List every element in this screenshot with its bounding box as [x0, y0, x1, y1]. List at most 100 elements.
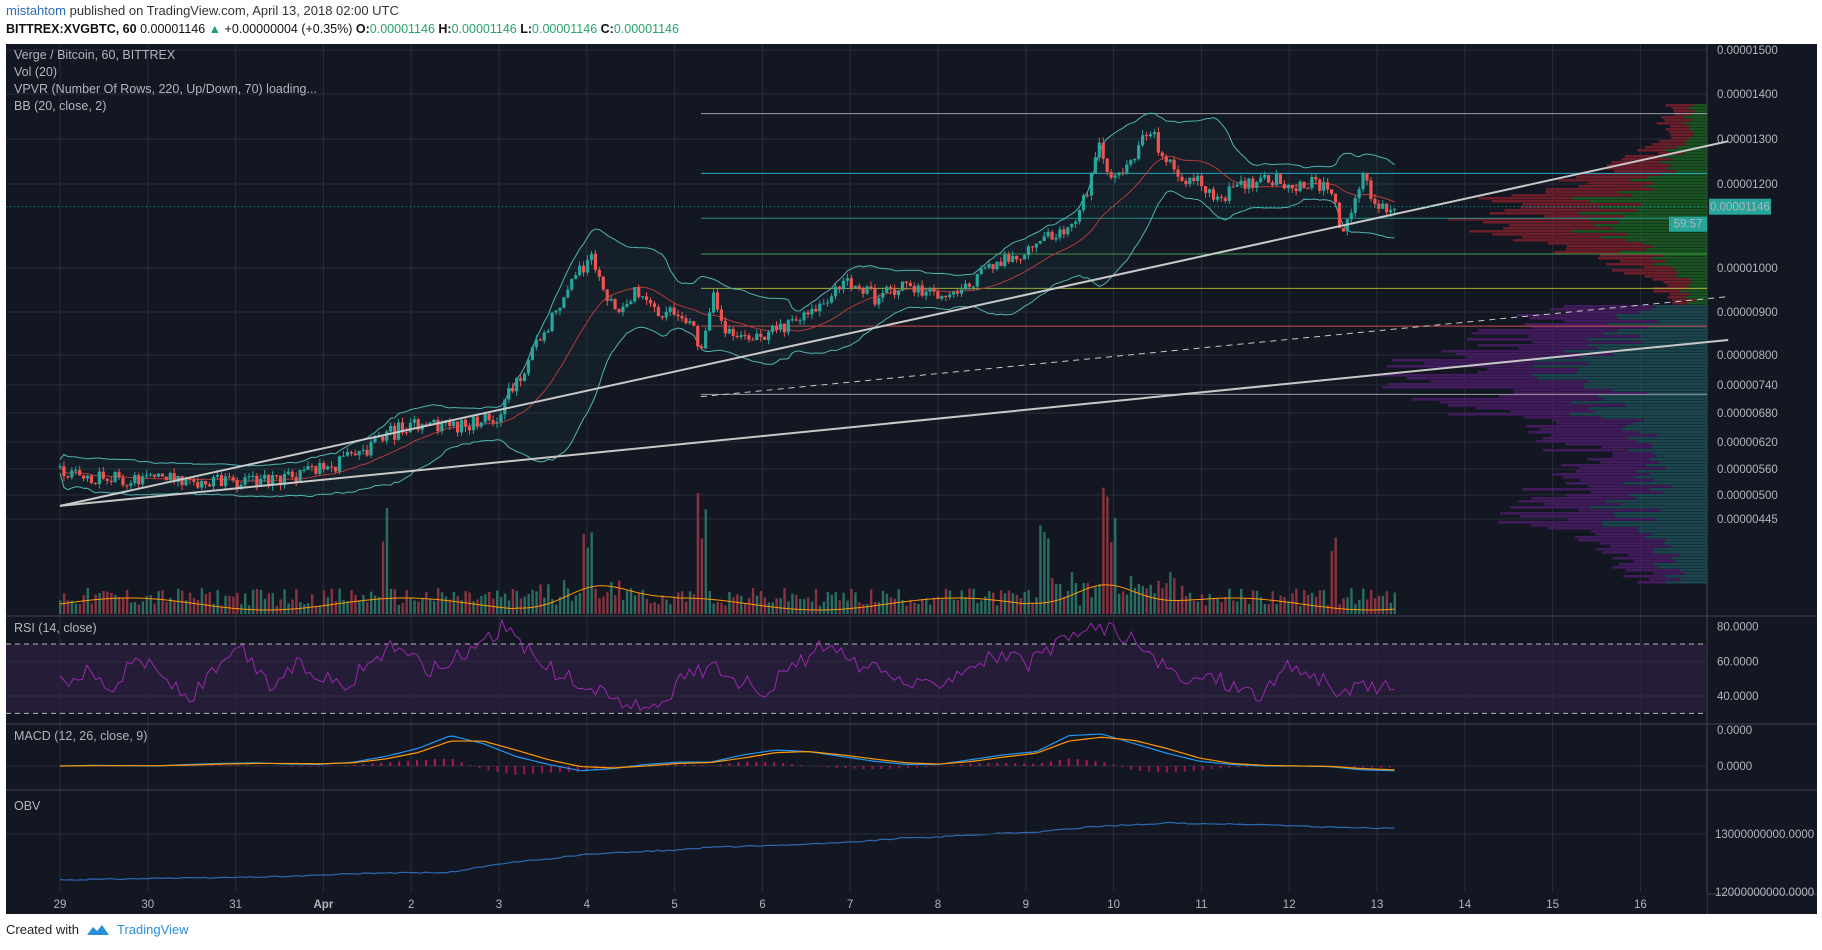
macd-histogram-bar: [1112, 764, 1115, 766]
macd-histogram-bar: [1174, 766, 1177, 773]
tradingview-link[interactable]: TradingView: [116, 922, 189, 937]
tradingview-logo-icon: [86, 924, 109, 935]
volume-bar: [1362, 588, 1365, 614]
candle-body: [774, 325, 779, 330]
vpvr-bar-up: [1688, 137, 1707, 140]
vpvr-bar-down: [1504, 209, 1637, 212]
vpvr-bar-up: [1571, 401, 1707, 404]
candle-body: [767, 331, 771, 340]
chart-area[interactable]: 0.00001146 59:57 0.00001400 0.00001300 0.000…: [6, 44, 1817, 914]
vpvr-bar-up: [1686, 140, 1707, 143]
volume-bar: [338, 588, 341, 614]
volume-bar: [1114, 518, 1117, 614]
volume-bars: [59, 487, 1396, 614]
vpvr-bar-down: [1565, 311, 1640, 314]
candle-body: [578, 265, 582, 276]
candle-body: [534, 339, 538, 348]
vpvr-bar-up: [1683, 152, 1707, 155]
volume-bar: [799, 598, 802, 614]
vpvr-bar-up: [1690, 293, 1707, 296]
time-tick-label: Apr: [313, 899, 333, 911]
volume-bar: [869, 589, 873, 614]
bb-fill: [60, 113, 1395, 497]
high-value: 0.00001146: [451, 22, 517, 36]
volume-bar: [688, 591, 692, 614]
volume-bar: [322, 590, 326, 614]
volume-bar: [1330, 551, 1333, 614]
candle-body: [959, 289, 964, 294]
candle-body: [900, 281, 905, 291]
candle-body: [1353, 198, 1357, 214]
candle-body: [270, 475, 275, 486]
candle-body: [672, 307, 676, 315]
candle-body: [164, 476, 168, 481]
candle-body: [755, 333, 759, 341]
volume-bar: [992, 592, 995, 614]
vpvr-bar-up: [1575, 371, 1707, 374]
candle-body: [849, 278, 853, 289]
volume-bar: [814, 588, 818, 614]
vpvr-bar-up: [1588, 380, 1707, 383]
vpvr-bar-down: [1628, 554, 1680, 557]
vpvr-bar-up: [1676, 275, 1707, 278]
macd-histogram-bar: [541, 766, 544, 774]
candle-body: [1188, 177, 1192, 185]
candle-body: [912, 286, 916, 293]
candle-body: [1085, 195, 1090, 197]
vpvr-bar-down: [1564, 320, 1658, 323]
candle-body: [133, 474, 137, 484]
macd-histogram-bar: [371, 763, 374, 766]
candle-body: [412, 419, 416, 423]
legend-bb: BB (20, close, 2): [14, 99, 106, 113]
candle-body: [282, 474, 286, 486]
volume-bar: [121, 598, 125, 614]
time-tick-label: 3: [496, 899, 502, 911]
volume-bar: [1342, 598, 1345, 614]
vpvr-bar-down: [1536, 440, 1637, 443]
candle-body: [85, 475, 90, 479]
vpvr-bar-down: [1430, 380, 1589, 383]
candle-body: [70, 470, 74, 478]
vpvr-bar-up: [1651, 533, 1707, 536]
candle-body: [129, 483, 133, 486]
macd-histogram-bar: [576, 766, 579, 772]
vpvr-bar-up: [1646, 392, 1707, 395]
candle-body: [1066, 227, 1070, 235]
vpvr-bar-up: [1531, 374, 1707, 377]
candle-body: [963, 283, 968, 290]
vpvr-bar-down: [1567, 518, 1656, 521]
vpvr-bar-down: [1466, 338, 1588, 341]
vpvr-bar-up: [1661, 173, 1707, 176]
vpvr-bar-down: [1375, 374, 1532, 377]
chart-svg[interactable]: 0.0000114659:570.000014000.000013000.000…: [6, 44, 1817, 914]
candle-body: [770, 325, 775, 332]
vpvr-bar-up: [1652, 548, 1707, 551]
candle-body: [1160, 152, 1164, 157]
candle-body: [877, 297, 881, 305]
vpvr-bar-up: [1687, 284, 1707, 287]
candle-body: [231, 477, 235, 481]
vpvr-bar-down: [1606, 164, 1671, 167]
volume-bar: [897, 589, 900, 614]
vpvr-bar-down: [1606, 167, 1667, 170]
macd-histogram-bar: [844, 766, 847, 769]
author-name[interactable]: mistahtom: [6, 3, 66, 18]
macd-histogram-bar: [1103, 762, 1106, 766]
bb-basis-line: [59, 155, 1395, 482]
volume-bar: [425, 592, 428, 614]
macd-histogram-bar: [549, 766, 552, 773]
vpvr-bar-down: [1558, 179, 1631, 182]
vpvr-bar-down: [1597, 257, 1651, 260]
volume-bar: [1082, 582, 1085, 614]
volume-bar: [1381, 595, 1385, 614]
candle-body: [1361, 173, 1365, 190]
vpvr-bar-up: [1645, 464, 1707, 467]
macd-histogram-bar: [1130, 766, 1133, 770]
vpvr-bar-up: [1626, 404, 1707, 407]
volume-bar: [1240, 588, 1243, 614]
macd-histogram-bar: [1237, 766, 1240, 768]
macd-histogram-bar: [1228, 766, 1231, 768]
macd-histogram-bar: [960, 764, 963, 766]
candle-body: [664, 311, 668, 318]
vpvr-bar-down: [1391, 359, 1535, 362]
